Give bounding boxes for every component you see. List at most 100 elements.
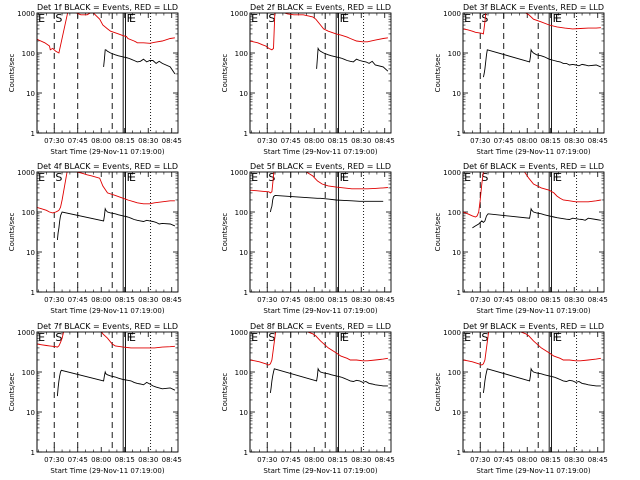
x-tick-label: 08:45 [375, 137, 395, 145]
y-axis-label: Counts/sec [221, 54, 229, 93]
plot-frame [249, 12, 392, 134]
x-tick-label: 07:30 [470, 296, 490, 304]
time-marker-label: E [129, 12, 136, 25]
y-tick-label: 1 [244, 289, 248, 297]
y-axis-label: Counts/sec [221, 373, 229, 412]
x-tick-label: 07:30 [44, 137, 64, 145]
x-tick-label: 08:30 [138, 137, 158, 145]
x-tick-label: 08:45 [162, 296, 182, 304]
time-marker-label: E [464, 171, 471, 184]
x-tick-label: 08:45 [588, 456, 608, 464]
x-axis-label: Start Time (29-Nov-11 07:19:00) [476, 307, 590, 315]
y-tick-label: 1000 [230, 10, 248, 18]
y-tick-label: 1000 [17, 169, 35, 177]
x-tick-label: 07:30 [44, 296, 64, 304]
time-marker-label: E [251, 171, 258, 184]
x-tick-label: 07:45 [494, 456, 514, 464]
time-marker-label: E [342, 171, 349, 184]
series-line-events [103, 49, 176, 75]
y-tick-label: 100 [448, 369, 461, 377]
y-tick-label: 1 [31, 449, 35, 457]
time-marker-label: S [55, 171, 62, 184]
x-axis-label: Start Time (29-Nov-11 07:19:00) [50, 307, 164, 315]
series-line-lld [37, 13, 175, 54]
y-tick-label: 100 [235, 50, 248, 58]
plot-frame [36, 331, 179, 453]
plot-frame [462, 171, 605, 293]
y-tick-label: 100 [22, 209, 35, 217]
time-marker-label: E [251, 12, 258, 25]
x-tick-label: 08:15 [115, 137, 135, 145]
series-line-lld [250, 332, 388, 366]
x-tick-label: 07:30 [257, 137, 277, 145]
time-marker-label: E [129, 171, 136, 184]
x-tick-label: 08:15 [328, 137, 348, 145]
x-tick-label: 08:00 [91, 456, 111, 464]
panel-title: Det 6f BLACK = Events, RED = LLD [463, 162, 604, 171]
series-line-events [472, 207, 601, 229]
y-tick-label: 100 [448, 50, 461, 58]
time-marker-label: E [38, 171, 45, 184]
x-tick-label: 08:15 [541, 296, 561, 304]
x-tick-label: 08:30 [564, 456, 584, 464]
plot-frame [462, 331, 605, 453]
x-tick-label: 08:00 [91, 296, 111, 304]
x-tick-label: 08:15 [328, 456, 348, 464]
series-line-events [482, 367, 601, 393]
x-tick-label: 08:00 [517, 296, 537, 304]
panel-title: Det 1f BLACK = Events, RED = LLD [37, 3, 178, 12]
time-marker-label: E [464, 12, 471, 25]
y-tick-label: 1 [457, 289, 461, 297]
y-tick-label: 10 [452, 249, 461, 257]
series-line-lld [37, 332, 175, 349]
x-tick-label: 07:45 [281, 137, 301, 145]
x-tick-label: 08:30 [564, 137, 584, 145]
x-axis-label: Start Time (29-Nov-11 07:19:00) [263, 148, 377, 156]
plot-frame [462, 12, 605, 134]
y-tick-label: 1000 [230, 329, 248, 337]
x-axis-label: Start Time (29-Nov-11 07:19:00) [50, 467, 164, 475]
time-marker-label: S [55, 331, 62, 344]
y-axis-label: Counts/sec [434, 373, 442, 412]
y-tick-label: 10 [239, 90, 248, 98]
x-tick-label: 08:15 [115, 296, 135, 304]
x-tick-label: 07:30 [44, 456, 64, 464]
series-line-events [56, 207, 176, 241]
y-tick-label: 1000 [443, 329, 461, 337]
y-axis-label: Counts/sec [221, 213, 229, 252]
y-tick-label: 100 [235, 369, 248, 377]
x-axis-label: Start Time (29-Nov-11 07:19:00) [476, 148, 590, 156]
y-tick-label: 1 [244, 130, 248, 138]
panel-title: Det 5f BLACK = Events, RED = LLD [250, 162, 391, 171]
detector-panel-4: Det 4f BLACK = Events, RED = LLD Counts/s… [8, 162, 182, 315]
time-marker-label: E [342, 12, 349, 25]
x-tick-label: 08:00 [304, 456, 324, 464]
y-tick-label: 1000 [17, 10, 35, 18]
x-tick-label: 08:00 [517, 137, 537, 145]
time-marker-label: E [38, 331, 45, 344]
time-marker-label: F [553, 331, 559, 344]
x-axis-label: Start Time (29-Nov-11 07:19:00) [263, 467, 377, 475]
time-marker-label: F [127, 12, 133, 25]
y-tick-label: 10 [239, 249, 248, 257]
panel-title: Det 3f BLACK = Events, RED = LLD [463, 3, 604, 12]
y-tick-label: 10 [26, 249, 35, 257]
x-tick-label: 07:30 [257, 296, 277, 304]
x-tick-label: 07:45 [281, 456, 301, 464]
series-line-lld [250, 13, 388, 51]
y-tick-label: 100 [22, 50, 35, 58]
plot-frame [249, 331, 392, 453]
y-tick-label: 10 [26, 90, 35, 98]
x-tick-label: 07:45 [494, 137, 514, 145]
time-marker-label: S [268, 171, 275, 184]
x-tick-label: 07:45 [494, 296, 514, 304]
detector-panel-8: Det 8f BLACK = Events, RED = LLD Counts/s… [221, 322, 395, 475]
x-tick-label: 08:45 [375, 296, 395, 304]
time-marker-label: E [464, 331, 471, 344]
time-marker-label: E [555, 171, 562, 184]
series-line-lld [37, 172, 175, 214]
time-marker-label: S [268, 331, 275, 344]
time-marker-label: S [55, 12, 62, 25]
time-marker-label: E [555, 331, 562, 344]
